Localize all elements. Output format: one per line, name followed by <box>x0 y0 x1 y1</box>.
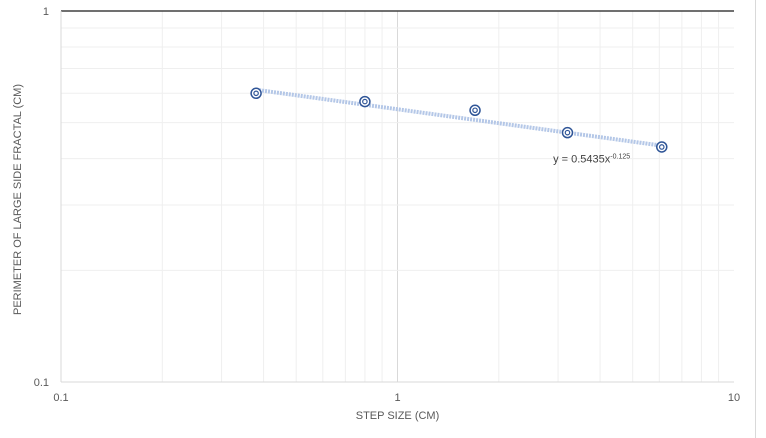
x-tick-label: 10 <box>728 392 740 404</box>
data-point-outer-ring <box>359 95 371 108</box>
data-point-outer-ring <box>561 126 574 139</box>
y-tick-label: 0.1 <box>34 377 49 389</box>
data-points <box>250 87 668 153</box>
data-point-inner-ring <box>253 90 259 97</box>
y-tick-label: 1 <box>43 6 49 18</box>
y-axis-title: PERIMETER OF LARGE SIDE FRACTAL (CM) <box>12 84 24 315</box>
data-point <box>250 87 262 100</box>
data-point-outer-ring <box>656 141 668 153</box>
trendline-equation: y = 0.5435x-0.125 <box>553 154 630 166</box>
trendline-equation-base: y = 0.5435x <box>553 154 611 166</box>
data-point-inner-ring <box>362 98 368 105</box>
trendline-equation-exponent: -0.125 <box>610 154 630 161</box>
data-point <box>656 141 668 153</box>
x-axis-title: STEP SIZE (CM) <box>356 410 440 422</box>
data-point-inner-ring <box>472 107 478 114</box>
data-point-inner-ring <box>658 144 665 150</box>
panel-border <box>755 0 756 438</box>
data-point-outer-ring <box>250 87 262 100</box>
data-point-outer-ring <box>469 104 481 117</box>
data-point <box>469 104 481 117</box>
data-point <box>359 95 371 108</box>
x-tick-label: 0.1 <box>53 392 68 404</box>
grid-lines <box>60 11 734 383</box>
data-point <box>561 126 574 139</box>
data-point-inner-ring <box>564 129 571 136</box>
trendline <box>255 87 663 148</box>
x-tick-label: 1 <box>394 392 400 404</box>
